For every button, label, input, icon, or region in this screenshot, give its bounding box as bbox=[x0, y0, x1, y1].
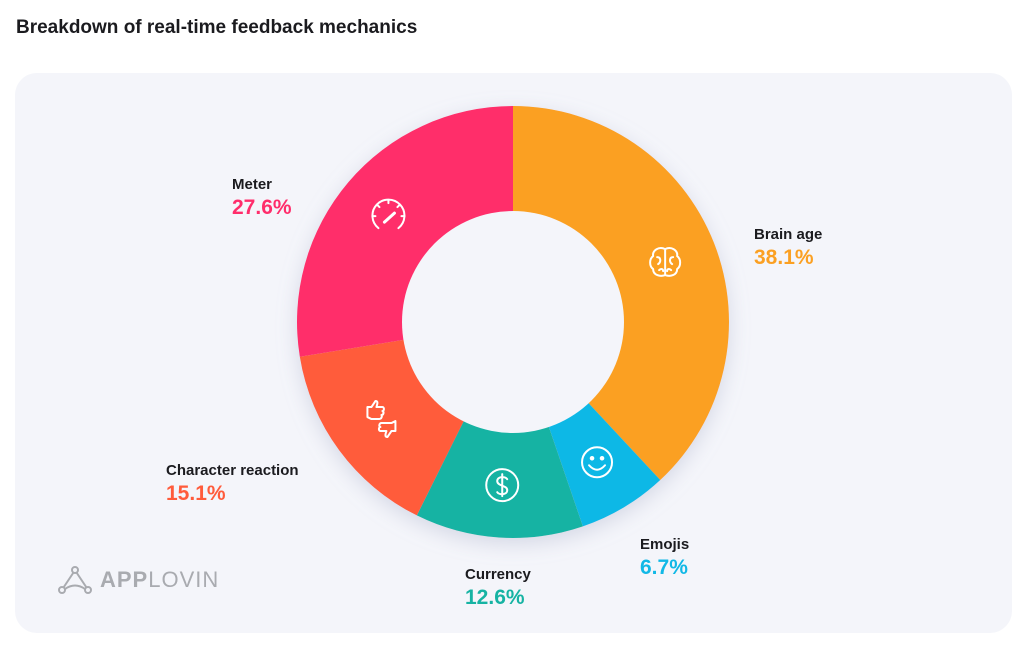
speedometer-icon bbox=[371, 198, 406, 230]
brand-part2: LOVIN bbox=[148, 567, 220, 592]
slice-value: 27.6% bbox=[232, 196, 292, 219]
chart-title: Breakdown of real-time feedback mechanic… bbox=[16, 17, 418, 38]
slice-emojis bbox=[546, 398, 661, 527]
thumbs-icon bbox=[366, 400, 397, 439]
applovin-logo-icon bbox=[58, 566, 92, 594]
slice-label: Character reaction bbox=[166, 462, 299, 479]
slice-value: 38.1% bbox=[754, 246, 814, 269]
slice-value: 6.7% bbox=[640, 556, 688, 579]
slice-brain-age bbox=[513, 106, 729, 481]
label-brain-age: Brain age 38.1% bbox=[754, 226, 822, 270]
label-currency: Currency 12.6% bbox=[465, 566, 531, 610]
slice-meter bbox=[297, 106, 513, 357]
dollar-icon bbox=[485, 468, 520, 503]
applovin-logo: APPLOVIN bbox=[58, 565, 219, 595]
slice-value: 15.1% bbox=[166, 482, 226, 505]
slice-value: 12.6% bbox=[465, 586, 525, 609]
label-emojis: Emojis 6.7% bbox=[640, 536, 689, 580]
slice-label: Emojis bbox=[640, 536, 690, 553]
slice-label: Meter bbox=[232, 176, 273, 193]
label-character-reaction: Character reaction 15.1% bbox=[166, 462, 299, 506]
slice-label: Brain age bbox=[754, 226, 823, 243]
brand-part1: APP bbox=[100, 567, 149, 592]
smiley-icon bbox=[581, 446, 614, 479]
brain-icon bbox=[649, 247, 682, 277]
label-meter: Meter 27.6% bbox=[232, 176, 292, 220]
donut-hole bbox=[402, 211, 624, 433]
slice-label: Currency bbox=[465, 566, 531, 583]
